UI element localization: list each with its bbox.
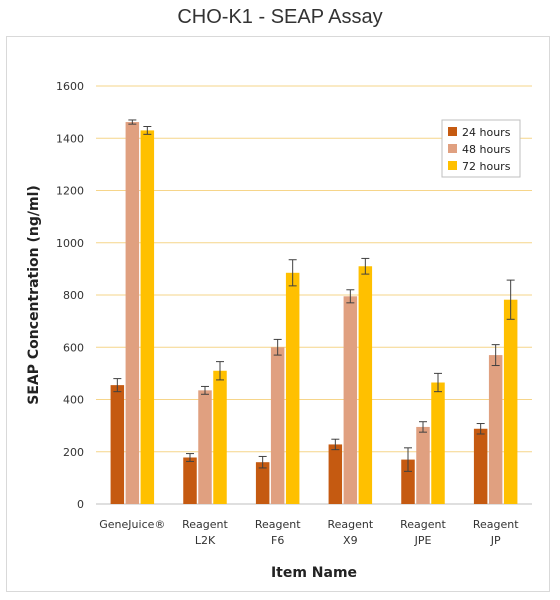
x-tick-label: Reagent: [400, 518, 446, 531]
bar: [358, 266, 373, 504]
y-tick-label: 800: [63, 289, 84, 302]
bar: [255, 462, 270, 504]
y-tick-label: 600: [63, 341, 84, 354]
bar: [140, 130, 155, 504]
y-tick-label: 1200: [56, 185, 84, 198]
x-axis-title: Item Name: [271, 565, 357, 581]
x-tick-label: Reagent: [182, 518, 228, 531]
legend-swatch: [448, 127, 457, 136]
x-tick-label: X9: [343, 534, 358, 547]
bar: [416, 426, 430, 504]
bar: [343, 296, 358, 504]
legend-label: 24 hours: [462, 126, 511, 139]
y-tick-label: 1400: [56, 132, 84, 145]
x-tick-label: JP: [490, 534, 501, 547]
x-tick-label: Reagent: [327, 518, 373, 531]
bar: [183, 457, 197, 504]
x-tick-label: GeneJuice®: [99, 518, 165, 531]
bar: [488, 355, 503, 504]
chart-title: CHO-K1 - SEAP Assay: [177, 6, 383, 28]
x-tick-label: Reagent: [473, 518, 519, 531]
bar: [270, 347, 285, 504]
y-tick-label: 1600: [56, 80, 84, 93]
y-tick-label: 0: [77, 498, 84, 511]
y-tick-label: 400: [63, 394, 84, 407]
bar: [473, 428, 488, 504]
bar: [401, 459, 415, 504]
bar: [328, 444, 343, 504]
bar: [125, 122, 140, 505]
x-tick-label: F6: [271, 534, 284, 547]
bar: [285, 272, 300, 504]
bar: [213, 370, 227, 504]
y-tick-label: 200: [63, 446, 84, 459]
y-axis-title: SEAP Concentration (ng/ml): [26, 185, 42, 405]
y-tick-label: 1000: [56, 237, 84, 250]
x-tick-label: JPE: [414, 534, 432, 547]
legend-label: 72 hours: [462, 160, 511, 173]
x-tick-label: L2K: [195, 534, 216, 547]
bar: [110, 385, 125, 504]
legend-swatch: [448, 144, 457, 153]
bar: [503, 299, 518, 504]
bar: [198, 390, 212, 504]
bar: [431, 382, 445, 504]
legend-label: 48 hours: [462, 143, 511, 156]
legend-swatch: [448, 161, 457, 170]
x-tick-label: Reagent: [255, 518, 301, 531]
